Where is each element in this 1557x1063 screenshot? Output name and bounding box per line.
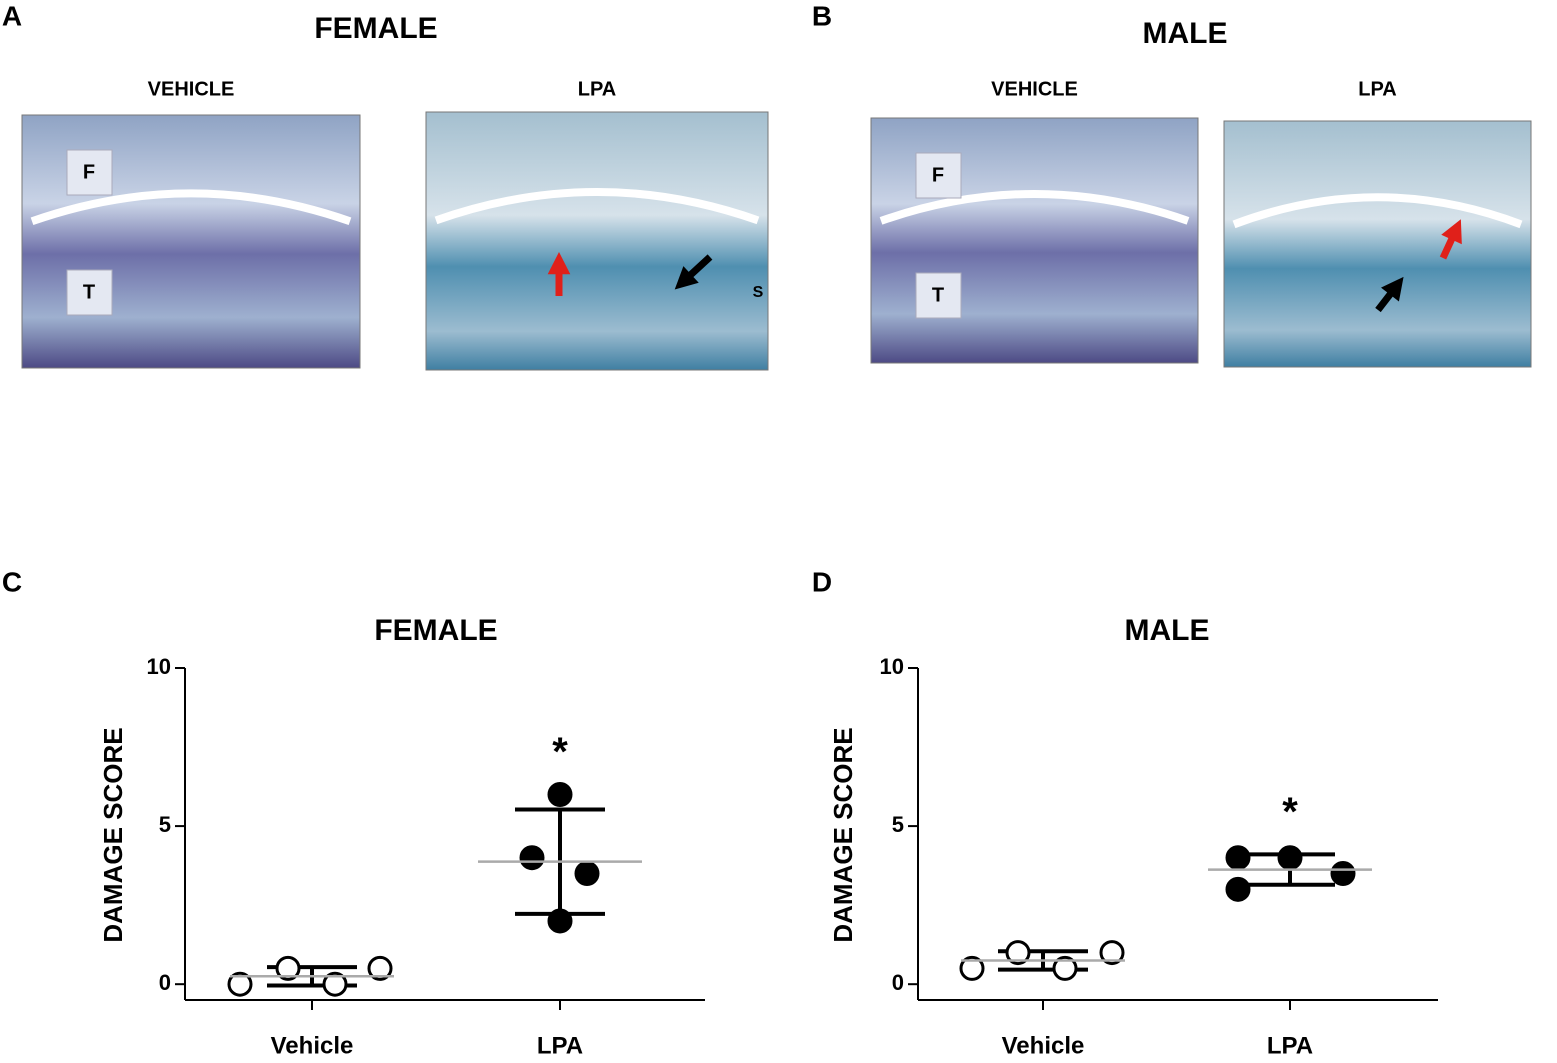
- panel-title: FEMALE: [314, 12, 437, 45]
- data-point: [1052, 955, 1078, 981]
- data-point: [574, 861, 600, 887]
- x-tick-label: LPA: [1267, 1032, 1313, 1058]
- y-tick-label: 10: [880, 654, 904, 679]
- data-point: [275, 955, 301, 981]
- panel-label: B: [812, 0, 832, 31]
- joint-space: [30, 189, 352, 226]
- image-mark: F: [932, 164, 944, 186]
- panel-label: D: [812, 566, 832, 597]
- y-axis-label: DAMAGE SCORE: [828, 727, 858, 942]
- y-tick-label: 5: [159, 812, 171, 837]
- data-point: [1099, 940, 1125, 966]
- chart-title: MALE: [1125, 614, 1210, 647]
- histology-image: [1223, 120, 1532, 368]
- x-tick-label: Vehicle: [271, 1032, 354, 1058]
- data-point: [547, 781, 573, 807]
- y-tick-label: 5: [892, 812, 904, 837]
- image-mark: T: [932, 284, 944, 306]
- data-point: [322, 971, 348, 997]
- joint-space: [434, 188, 760, 225]
- data-point: [367, 955, 393, 981]
- joint-space: [879, 189, 1190, 225]
- image-mark: S: [753, 284, 764, 301]
- y-tick-label: 0: [159, 970, 171, 995]
- histology-image: [425, 111, 769, 371]
- chart-title: FEMALE: [374, 614, 497, 647]
- data-point: [1330, 861, 1356, 887]
- image-label: LPA: [1358, 78, 1397, 100]
- image-mark: F: [83, 161, 95, 183]
- y-axis-label: DAMAGE SCORE: [98, 727, 128, 942]
- x-tick-label: LPA: [537, 1032, 583, 1058]
- image-mark: T: [83, 281, 95, 303]
- data-point: [1225, 845, 1251, 871]
- label-box: [915, 152, 962, 199]
- data-point: [1005, 940, 1031, 966]
- data-point: [519, 845, 545, 871]
- annotation: *: [1282, 790, 1298, 834]
- arrow-head: [1441, 219, 1462, 245]
- panel-label: A: [2, 0, 22, 31]
- data-point: [227, 971, 253, 997]
- label-box: [66, 149, 113, 196]
- arrow-head: [674, 266, 699, 290]
- arrow-head: [547, 252, 571, 275]
- panel-title: MALE: [1143, 17, 1228, 50]
- image-label: LPA: [578, 78, 617, 100]
- label-box: [66, 269, 113, 316]
- image-label: VEHICLE: [991, 78, 1078, 100]
- joint-space: [1232, 193, 1523, 229]
- label-box: [915, 272, 962, 319]
- panel-label: C: [2, 566, 22, 597]
- data-point: [959, 955, 985, 981]
- data-point: [1225, 876, 1251, 902]
- y-tick-label: 10: [147, 654, 171, 679]
- data-point: [1277, 845, 1303, 871]
- arrow-head: [1381, 276, 1404, 302]
- annotation: *: [552, 730, 568, 774]
- image-label: VEHICLE: [148, 78, 235, 100]
- data-point: [547, 908, 573, 934]
- x-tick-label: Vehicle: [1002, 1032, 1085, 1058]
- y-tick-label: 0: [892, 970, 904, 995]
